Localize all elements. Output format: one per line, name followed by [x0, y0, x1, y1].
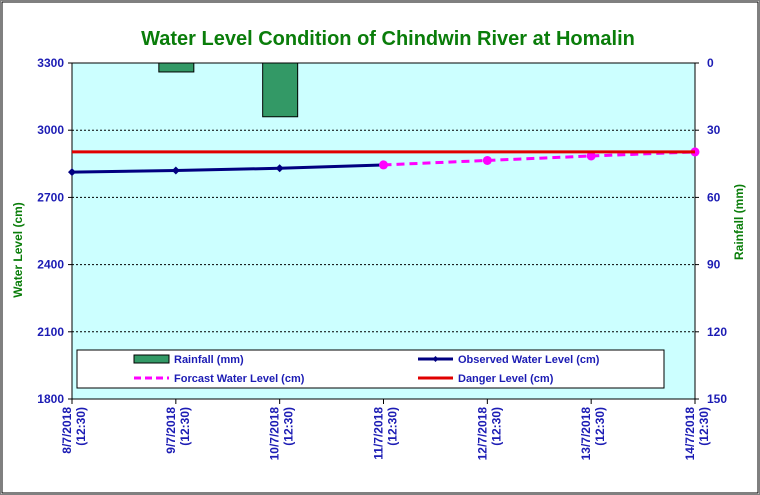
x-tick-time: (12:30)	[593, 407, 607, 446]
x-tick-time: (12:30)	[282, 407, 296, 446]
x-tick-date: 9/7/2018	[164, 407, 178, 454]
x-tick-date: 8/7/2018	[60, 407, 74, 454]
x-tick-time: (12:30)	[697, 407, 711, 446]
x-tick-time: (12:30)	[386, 407, 400, 446]
observed-point	[275, 164, 284, 173]
chart-title: Water Level Condition of Chindwin River …	[141, 28, 635, 50]
y2-tick-label: 60	[707, 190, 721, 204]
rainfall-bars	[158, 62, 299, 118]
forecast-point	[586, 151, 596, 161]
axes: 3300 3000 2700 2400 2100 1800 0 30 60 90 120 150 8/7…	[37, 56, 727, 460]
x-tick-label: 9/7/2018 (12:30)	[164, 407, 192, 454]
legend-box	[76, 349, 665, 389]
plot-area	[71, 62, 696, 400]
x-tick-date: 11/7/2018	[372, 407, 386, 460]
x-tick-date: 14/7/2018	[683, 407, 697, 461]
line-series	[68, 147, 700, 177]
x-tick-label: 8/7/2018 (12:30)	[60, 407, 88, 454]
y2-tick-label: 150	[707, 392, 727, 406]
legend-rainfall-swatch	[133, 354, 170, 364]
legend-label: Danger Level (cm)	[458, 373, 554, 385]
y-tick-label: 3000	[37, 123, 64, 137]
observed-point	[68, 168, 76, 177]
rainfall-bar	[262, 62, 299, 118]
x-tick-label: 14/7/2018 (12:30)	[683, 407, 711, 461]
y-tick-label: 2400	[37, 258, 64, 272]
y-tick-label: 2700	[37, 190, 64, 204]
y2-axis-label: Rainfall (mm)	[732, 184, 746, 260]
legend-label: Observed Water Level (cm)	[458, 354, 600, 366]
forecast-point	[379, 160, 388, 170]
forecast-point	[482, 155, 492, 165]
x-tick-label: 12/7/2018 (12:30)	[475, 407, 503, 461]
y-tick-label: 3300	[37, 56, 64, 70]
legend-observed-marker	[432, 356, 439, 362]
observed-level-line	[71, 163, 384, 174]
legend-label: Forcast Water Level (cm)	[174, 373, 305, 385]
y2-tick-label: 90	[707, 258, 721, 272]
y2-tick-label: 120	[707, 325, 727, 339]
x-tick-date: 12/7/2018	[475, 407, 489, 461]
x-tick-date: 10/7/2018	[268, 407, 282, 461]
rainfall-bar	[158, 62, 195, 73]
observed-point	[171, 166, 180, 175]
x-tick-label: 11/7/2018 (12:30)	[372, 407, 400, 460]
x-tick-time: (12:30)	[178, 407, 192, 446]
x-tick-label: 10/7/2018 (12:30)	[268, 407, 296, 461]
y2-tick-label: 0	[707, 56, 714, 70]
y-tick-label: 2100	[37, 325, 64, 339]
legend: Rainfall (mm) Observed Water Level (cm) Fo…	[76, 349, 665, 389]
x-tick-time: (12:30)	[74, 407, 88, 446]
y2-tick-label: 30	[707, 123, 721, 137]
y-axis-label: Water Level (cm)	[11, 202, 25, 298]
x-tick-time: (12:30)	[489, 407, 503, 446]
legend-label: Rainfall (mm)	[174, 354, 244, 366]
y-tick-label: 1800	[37, 392, 64, 406]
x-tick-date: 13/7/2018	[579, 407, 593, 461]
x-tick-label: 13/7/2018 (12:30)	[579, 407, 607, 461]
